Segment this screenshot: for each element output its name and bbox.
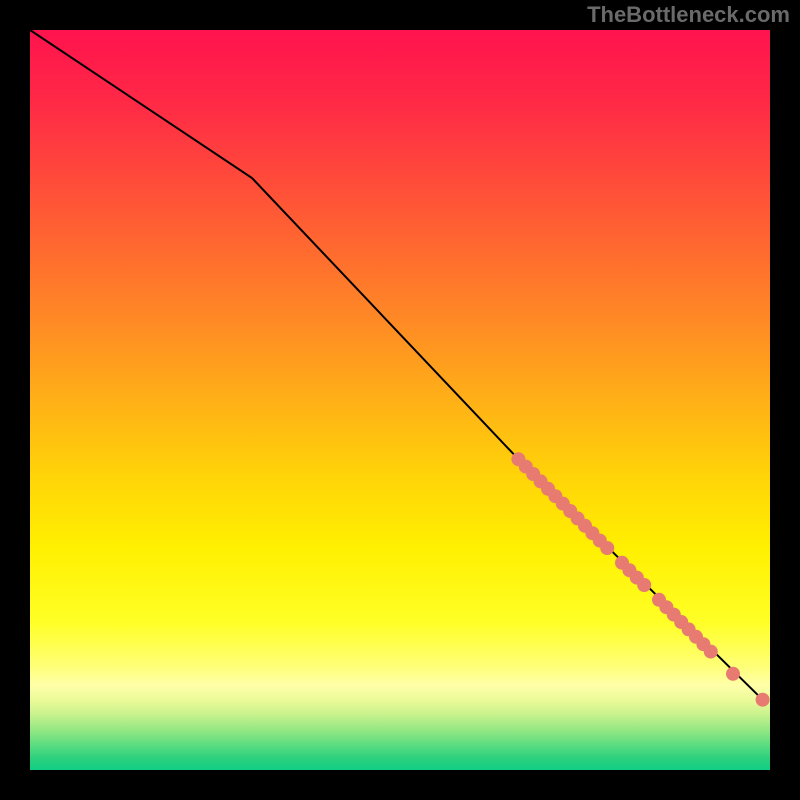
data-marker bbox=[637, 578, 651, 592]
data-marker bbox=[726, 667, 740, 681]
bottleneck-chart bbox=[0, 0, 800, 800]
data-marker bbox=[756, 693, 770, 707]
chart-container: TheBottleneck.com bbox=[0, 0, 800, 800]
attribution-text: TheBottleneck.com bbox=[587, 2, 790, 27]
attribution-label: TheBottleneck.com bbox=[587, 2, 790, 28]
data-marker bbox=[600, 541, 614, 555]
plot-area bbox=[30, 30, 770, 770]
data-marker bbox=[704, 645, 718, 659]
